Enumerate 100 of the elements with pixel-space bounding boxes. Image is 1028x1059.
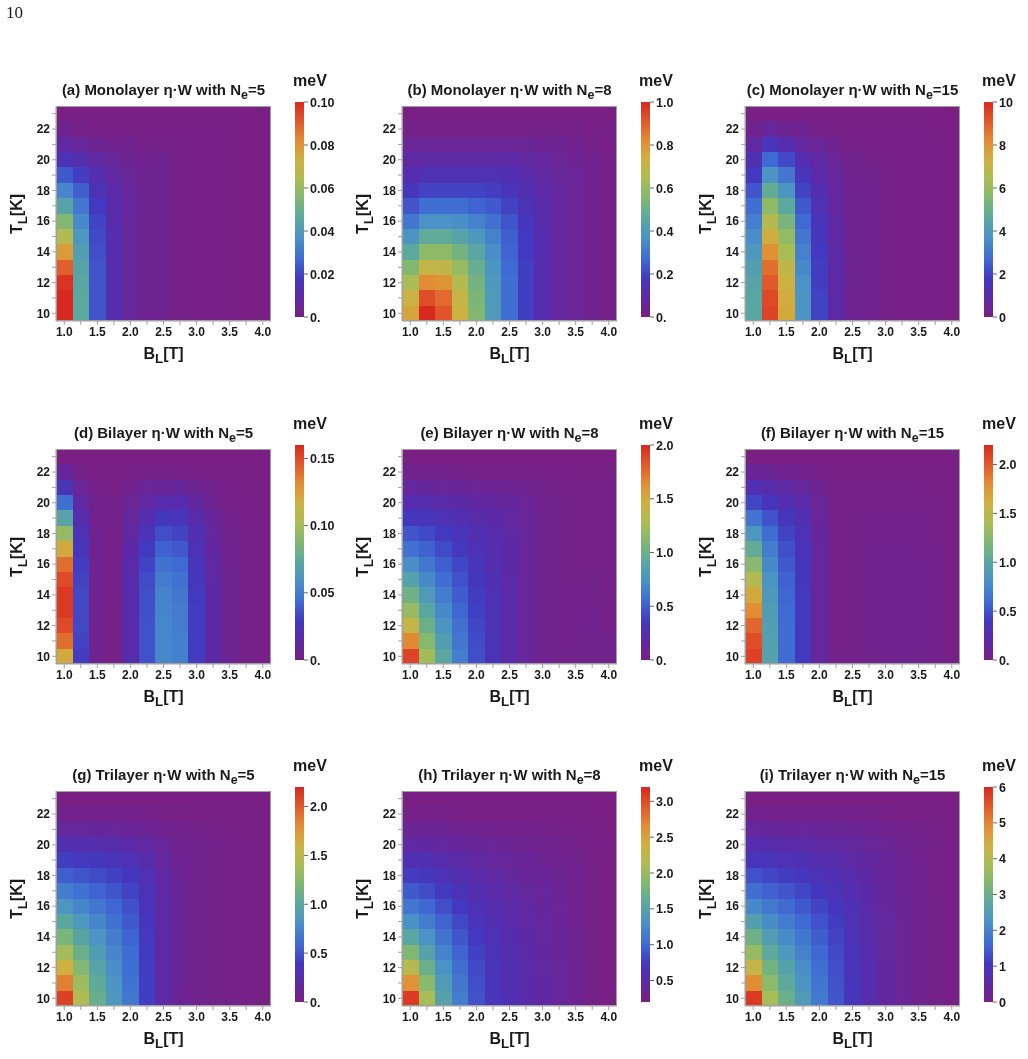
- x-tick-label: 2.5: [844, 324, 862, 339]
- x-tick-label: 2.0: [122, 324, 140, 339]
- x-tick-label: 2.5: [844, 667, 862, 682]
- x-tick-label: 4.0: [943, 667, 961, 682]
- y-tick-label: 18: [382, 526, 397, 541]
- y-tick-label: 18: [382, 183, 397, 198]
- color-bar-label: 1.0: [656, 938, 674, 953]
- color-bar-label: 0.10: [310, 95, 335, 110]
- x-tick-label: 1.5: [435, 1009, 453, 1024]
- color-bar-label: 6: [999, 780, 1006, 795]
- y-tick-label: 20: [725, 153, 740, 168]
- color-bar-label: 5: [999, 816, 1006, 831]
- color-bar-title: meV: [982, 415, 1016, 433]
- color-bar-label: 2: [999, 267, 1006, 282]
- color-bar-title: meV: [293, 757, 327, 775]
- color-bar-label: 3: [999, 888, 1006, 902]
- color-bar-label: 0.: [310, 995, 321, 1010]
- y-tick-label: 12: [725, 618, 740, 633]
- color-bar-label: 8: [999, 138, 1006, 153]
- x-tick-label: 2.0: [468, 667, 486, 682]
- color-bar-label: 2.5: [656, 830, 674, 845]
- x-tick-label: 4.0: [600, 1009, 618, 1024]
- color-bar-label: 2.0: [999, 458, 1017, 473]
- y-tick-label: 22: [725, 807, 740, 822]
- x-axis-title: B$_{L}$[T]: [488, 345, 531, 369]
- y-tick-label: 10: [382, 649, 397, 664]
- color-bar-label: 0.4: [656, 224, 674, 239]
- y-tick-label: 18: [36, 526, 51, 541]
- x-tick-label: 2.5: [844, 1009, 862, 1024]
- y-tick-label: 16: [725, 899, 740, 914]
- chart-title: (a) Monolayer η·W with N$_{e}$=5: [61, 81, 266, 102]
- y-tick-label: 22: [725, 465, 740, 480]
- y-tick-label: 16: [725, 214, 740, 229]
- y-tick-label: 16: [382, 899, 397, 914]
- y-tick-label: 10: [36, 991, 51, 1006]
- y-tick-label: 20: [36, 153, 51, 168]
- x-axis-title: B$_{L}$[T]: [488, 688, 531, 712]
- x-tick-label: 3.5: [910, 667, 928, 682]
- x-tick-label: 1.5: [778, 1009, 796, 1024]
- color-bar-label: 1.5: [656, 902, 674, 917]
- x-tick-label: 1.0: [401, 1009, 419, 1024]
- color-bar-label: 0.06: [310, 181, 335, 196]
- x-tick-label: 3.0: [188, 667, 206, 682]
- x-tick-label: 1.5: [435, 667, 453, 682]
- y-tick-label: 14: [725, 930, 740, 945]
- x-tick-label: 1.5: [89, 1009, 107, 1024]
- x-tick-label: 2.0: [122, 667, 140, 682]
- y-tick-label: 12: [382, 618, 397, 633]
- x-tick-label: 3.5: [567, 667, 585, 682]
- y-tick-label: 12: [36, 618, 51, 633]
- x-tick-label: 4.0: [600, 667, 618, 682]
- chart-title: (i) Trilayer η·W with N$_{e}$=15: [759, 766, 946, 787]
- x-tick-label: 2.0: [811, 1009, 829, 1024]
- color-bar-label: 0.: [999, 653, 1010, 668]
- color-bar-label: 3.0: [656, 794, 674, 809]
- color-bar-label: 1.0: [999, 555, 1017, 570]
- y-tick-label: 20: [382, 153, 397, 168]
- y-tick-label: 14: [382, 245, 397, 260]
- x-tick-label: 3.0: [877, 1009, 895, 1024]
- x-tick-label: 2.0: [468, 1009, 486, 1024]
- y-tick-label: 22: [725, 122, 740, 137]
- chart-title: (d) Bilayer η·W with N$_{e}$=5: [73, 424, 254, 445]
- x-tick-label: 4.0: [943, 324, 961, 339]
- x-tick-label: 2.0: [122, 1009, 140, 1024]
- y-tick-label: 12: [725, 275, 740, 290]
- color-bar-label: 0.5: [656, 599, 674, 614]
- y-tick-label: 14: [725, 245, 740, 260]
- x-tick-label: 2.0: [811, 324, 829, 339]
- color-bar-label: 0: [999, 995, 1006, 1010]
- color-bar-label: 0.02: [310, 267, 335, 282]
- color-bar-label: 2.0: [310, 800, 328, 815]
- y-tick-label: 22: [382, 122, 397, 137]
- color-bar-label: 1.0: [656, 95, 674, 110]
- y-tick-label: 16: [36, 214, 51, 229]
- color-bar-label: 0.5: [656, 974, 674, 988]
- chart-title: (c) Monolayer η·W with N$_{e}$=15: [746, 81, 959, 102]
- chart-title: (g) Trilayer η·W with N$_{e}$=5: [72, 766, 255, 787]
- y-tick-label: 10: [382, 306, 397, 321]
- color-bar-title: meV: [982, 72, 1016, 90]
- color-bar-label: 2.0: [656, 438, 674, 453]
- x-tick-label: 2.0: [468, 324, 486, 339]
- color-bar-title: meV: [982, 757, 1016, 775]
- color-bar-title: meV: [639, 757, 673, 775]
- y-tick-label: 12: [382, 960, 397, 975]
- y-tick-label: 20: [382, 496, 397, 511]
- chart-title: (h) Trilayer η·W with N$_{e}$=8: [418, 766, 601, 787]
- x-tick-label: 4.0: [600, 324, 618, 339]
- x-tick-label: 1.0: [401, 667, 419, 682]
- color-bar-label: 0.: [310, 653, 321, 668]
- y-tick-label: 14: [725, 588, 740, 603]
- x-axis-title: B$_{L}$[T]: [488, 1030, 531, 1054]
- color-bar-label: 6: [999, 181, 1006, 196]
- x-axis-title: B$_{L}$[T]: [831, 1030, 874, 1054]
- y-tick-label: 18: [36, 868, 51, 883]
- x-tick-label: 1.0: [401, 324, 419, 339]
- x-tick-label: 3.5: [567, 324, 585, 339]
- x-tick-label: 3.0: [534, 324, 552, 339]
- y-tick-label: 10: [725, 649, 740, 664]
- y-tick-label: 14: [36, 588, 51, 603]
- x-tick-label: 3.5: [910, 324, 928, 339]
